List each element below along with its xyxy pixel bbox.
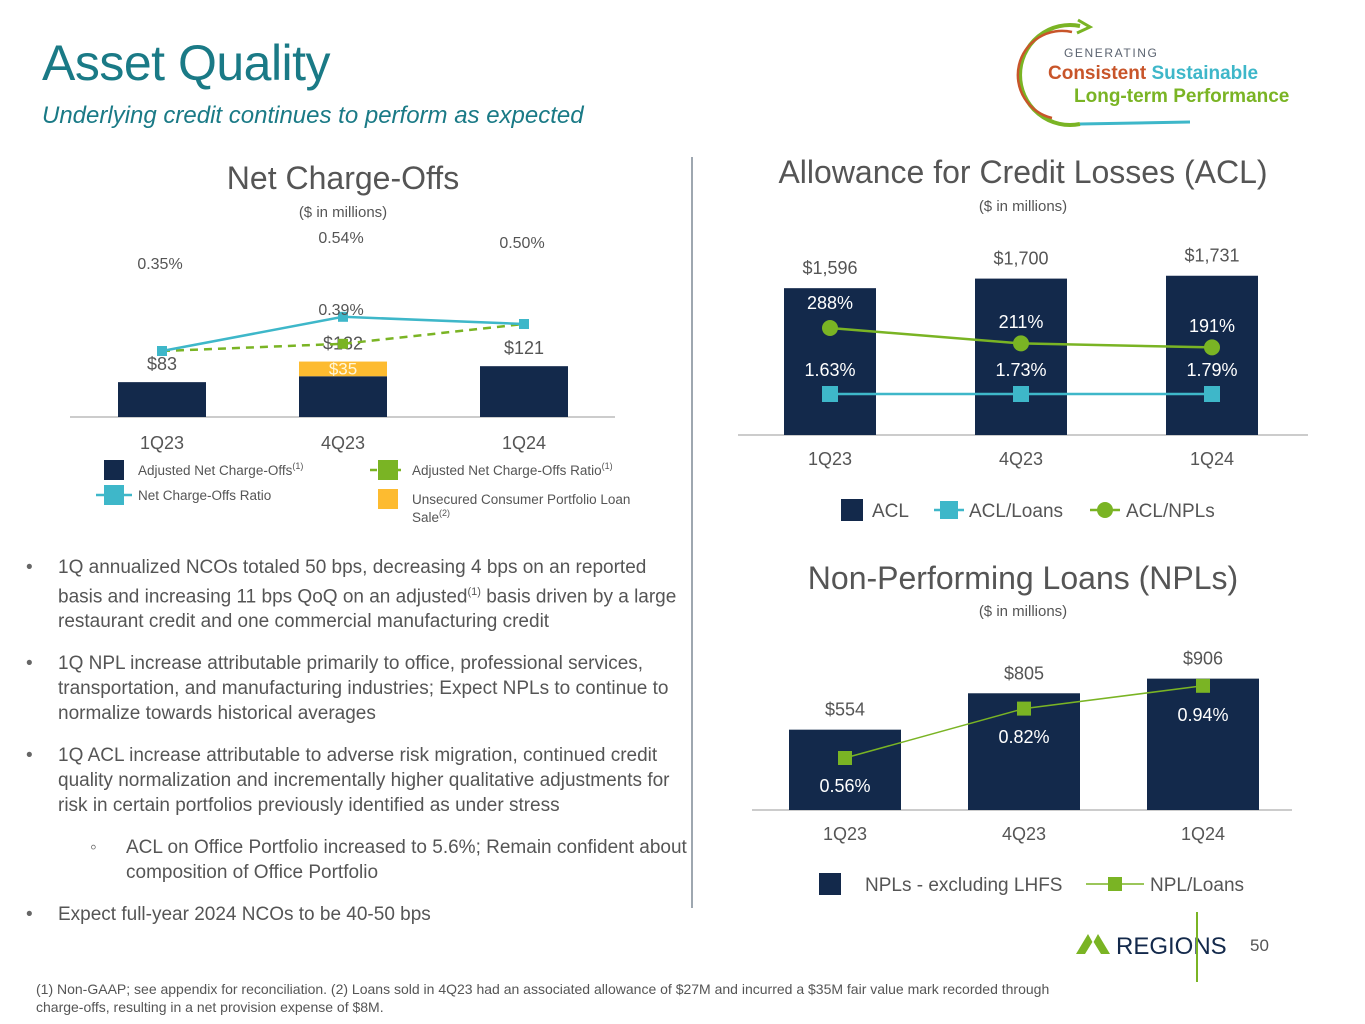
nco-bar-stack bbox=[299, 361, 387, 377]
acl-bar bbox=[784, 288, 876, 435]
acl-loans-label: 1.73% bbox=[995, 360, 1046, 380]
nco-legend-label: Net Charge-Offs Ratio bbox=[138, 488, 271, 503]
nco-legend-swatch bbox=[378, 489, 398, 509]
npl-chart: $554 1Q23 $805 4Q23 $906 1Q24 0.56% 0.82% 0.94% N… bbox=[752, 649, 1292, 896]
npl-value-label: $906 bbox=[1183, 649, 1223, 669]
npl-ratio-label: 0.94% bbox=[1177, 705, 1228, 725]
nco-legend-swatch bbox=[104, 460, 124, 480]
vertical-divider bbox=[691, 157, 693, 908]
npl-chart-title: Non-Performing Loans (NPLs) bbox=[807, 560, 1239, 596]
nco-tick-label: 1Q24 bbox=[502, 433, 546, 453]
acl-bar bbox=[975, 278, 1067, 435]
bullet-item: 1Q annualized NCOs totaled 50 bps, decre… bbox=[24, 555, 689, 634]
npl-ratio-marker bbox=[1017, 701, 1031, 716]
generating-performance-logo bbox=[1016, 18, 1191, 127]
nco-adjusted-ratio-line bbox=[161, 322, 525, 353]
acl-chart-subtitle: ($ in millions) bbox=[978, 198, 1068, 215]
nco-bar bbox=[118, 382, 206, 417]
npl-ratio-label: 0.82% bbox=[998, 727, 1049, 747]
nco-tick-label: 4Q23 bbox=[321, 433, 365, 453]
acl-tick-label: 1Q24 bbox=[1190, 449, 1234, 469]
npl-tick-label: 1Q23 bbox=[823, 824, 867, 844]
nco-bar bbox=[480, 366, 568, 417]
npl-ratio-marker bbox=[1196, 678, 1210, 693]
nco-total-label: $83 bbox=[147, 354, 177, 374]
acl-chart: $1,596 1Q23 $1,700 4Q23 $1,731 1Q24 1.63% 1.73%… bbox=[738, 246, 1308, 522]
commentary-bullets: 1Q annualized NCOs totaled 50 bps, decre… bbox=[24, 555, 689, 944]
footer-accent-bar bbox=[1196, 912, 1198, 982]
acl-loans-label: 1.79% bbox=[1186, 360, 1237, 380]
logo-consistent-sustainable: Consistent Sustainable bbox=[1048, 63, 1259, 84]
acl-loans-label: 1.63% bbox=[804, 360, 855, 380]
acl-value-label: $1,596 bbox=[802, 258, 857, 278]
logo-generating: GENERATING bbox=[1064, 46, 1159, 60]
nco-legend-marker bbox=[104, 485, 124, 505]
nco-adjusted-ratio-label: 0.39% bbox=[318, 302, 363, 319]
nco-tick-label: 1Q23 bbox=[140, 433, 184, 453]
nco-legend-label: Adjusted Net Charge-Offs(1) bbox=[138, 461, 303, 478]
acl-npls-marker bbox=[1013, 335, 1029, 352]
npl-value-label: $805 bbox=[1004, 663, 1044, 683]
nco-ratio-marker bbox=[157, 346, 167, 356]
regions-logo: REGIONS bbox=[1076, 933, 1226, 960]
sub-bullet-item: ACL on Office Portfolio increased to 5.6… bbox=[24, 835, 689, 885]
npl-bar bbox=[1147, 678, 1259, 810]
acl-legend-label: ACL bbox=[872, 501, 909, 522]
regions-wordmark: REGIONS bbox=[1116, 933, 1226, 960]
nco-ratio-label: 0.50% bbox=[499, 235, 544, 252]
npl-bar bbox=[789, 729, 901, 810]
acl-loans-marker bbox=[822, 386, 838, 402]
footnote: (1) Non-GAAP; see appendix for reconcili… bbox=[36, 981, 1050, 1015]
npl-legend-marker bbox=[1108, 877, 1122, 891]
nco-total-label: $121 bbox=[504, 338, 544, 358]
page-subtitle: Underlying credit continues to perform a… bbox=[42, 102, 584, 129]
nco-legend-marker bbox=[378, 460, 398, 480]
bullet-item: Expect full-year 2024 NCOs to be 40-50 b… bbox=[24, 902, 689, 927]
acl-loans-marker bbox=[1204, 386, 1220, 402]
logo-long-term: Long-term Performance bbox=[1074, 86, 1290, 107]
acl-tick-label: 4Q23 bbox=[999, 449, 1043, 469]
bullet-item: 1Q NPL increase attributable primarily t… bbox=[24, 651, 689, 726]
npl-legend-label: NPL/Loans bbox=[1150, 875, 1244, 896]
nco-ratio-label: 0.54% bbox=[318, 230, 363, 247]
acl-npls-label: 211% bbox=[999, 312, 1044, 332]
acl-legend-marker bbox=[1097, 502, 1113, 518]
npl-legend-swatch bbox=[819, 873, 841, 895]
nco-ratio-label: 0.35% bbox=[137, 256, 182, 273]
nco-adjusted-ratio-marker bbox=[338, 338, 348, 349]
npl-ratio-label: 0.56% bbox=[819, 776, 870, 796]
acl-npls-marker bbox=[1204, 339, 1220, 356]
acl-value-label: $1,700 bbox=[993, 249, 1048, 269]
nco-bar bbox=[299, 376, 387, 417]
acl-npls-marker bbox=[822, 320, 838, 336]
bullet-item: 1Q ACL increase attributable to adverse … bbox=[24, 743, 689, 818]
acl-chart-title: Allowance for Credit Losses (ACL) bbox=[778, 154, 1268, 190]
nco-chart: $831Q23$35$1324Q23$1211Q240.35%0.54%0.50… bbox=[70, 230, 630, 525]
nco-legend-label: Unsecured Consumer Portfolio Loan Sale(2) bbox=[412, 492, 630, 525]
nco-chart-title: Net Charge-Offs bbox=[226, 160, 460, 196]
npl-value-label: $554 bbox=[825, 700, 865, 720]
acl-value-label: $1,731 bbox=[1184, 246, 1239, 266]
acl-legend-label: ACL/NPLs bbox=[1126, 501, 1215, 522]
npl-legend-label: NPLs - excluding LHFS bbox=[865, 875, 1062, 896]
nco-legend-label: Adjusted Net Charge-Offs Ratio(1) bbox=[412, 461, 613, 478]
acl-legend-swatch bbox=[841, 499, 863, 521]
acl-legend-label: ACL/Loans bbox=[969, 501, 1063, 522]
nco-chart-subtitle: ($ in millions) bbox=[298, 204, 388, 221]
nco-stack-label: $35 bbox=[329, 359, 357, 378]
acl-npls-label: 288% bbox=[807, 293, 853, 313]
npl-tick-label: 4Q23 bbox=[1002, 824, 1046, 844]
acl-tick-label: 1Q23 bbox=[808, 449, 852, 469]
npl-tick-label: 1Q24 bbox=[1181, 824, 1225, 844]
npl-ratio-marker bbox=[838, 751, 852, 765]
nco-ratio-marker bbox=[519, 319, 529, 329]
npl-chart-subtitle: ($ in millions) bbox=[978, 603, 1068, 620]
page-title: Asset Quality bbox=[42, 35, 331, 91]
acl-loans-marker bbox=[1013, 386, 1029, 402]
acl-legend-marker bbox=[940, 501, 958, 519]
nco-ratio-marker bbox=[338, 311, 348, 322]
acl-npls-label: 191% bbox=[1189, 316, 1235, 336]
page-number: 50 bbox=[1250, 936, 1269, 955]
